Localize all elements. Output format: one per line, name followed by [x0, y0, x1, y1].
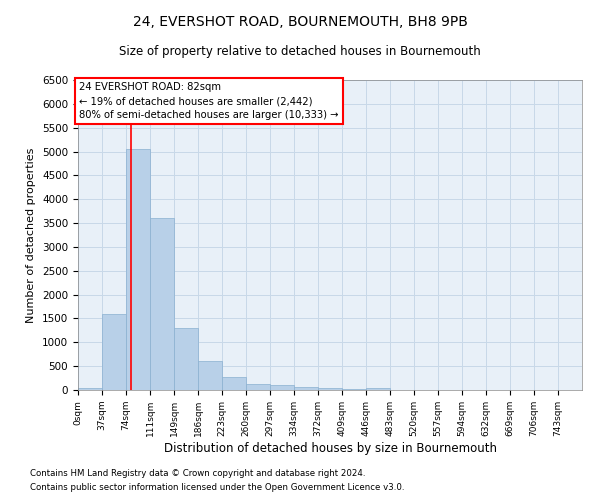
Bar — [342, 388, 366, 390]
Bar — [318, 388, 342, 390]
Bar — [222, 376, 246, 390]
Bar — [198, 362, 222, 390]
X-axis label: Distribution of detached houses by size in Bournemouth: Distribution of detached houses by size … — [163, 442, 497, 454]
Text: Contains public sector information licensed under the Open Government Licence v3: Contains public sector information licen… — [30, 484, 404, 492]
Text: Contains HM Land Registry data © Crown copyright and database right 2024.: Contains HM Land Registry data © Crown c… — [30, 468, 365, 477]
Bar — [174, 328, 198, 390]
Text: 24, EVERSHOT ROAD, BOURNEMOUTH, BH8 9PB: 24, EVERSHOT ROAD, BOURNEMOUTH, BH8 9PB — [133, 15, 467, 29]
Text: Size of property relative to detached houses in Bournemouth: Size of property relative to detached ho… — [119, 45, 481, 58]
Bar — [270, 385, 294, 390]
Bar — [102, 314, 126, 390]
Bar — [294, 386, 318, 390]
Bar — [126, 149, 150, 390]
Bar — [150, 218, 174, 390]
Bar — [246, 384, 270, 390]
Bar — [78, 388, 102, 390]
Text: 24 EVERSHOT ROAD: 82sqm
← 19% of detached houses are smaller (2,442)
80% of semi: 24 EVERSHOT ROAD: 82sqm ← 19% of detache… — [79, 82, 339, 120]
Bar — [366, 388, 390, 390]
Y-axis label: Number of detached properties: Number of detached properties — [26, 148, 37, 322]
